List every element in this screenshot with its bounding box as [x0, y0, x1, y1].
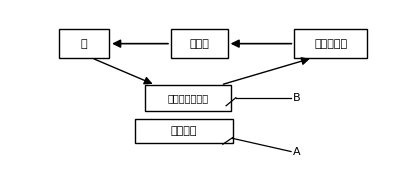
Text: 阻尼调节器: 阻尼调节器	[314, 39, 347, 49]
Bar	[171, 29, 228, 58]
Bar	[59, 29, 109, 58]
Text: 体表皮肤: 体表皮肤	[171, 126, 197, 136]
Bar	[145, 85, 231, 111]
Text: 流体剪切力装置: 流体剪切力装置	[167, 93, 209, 103]
Bar	[294, 29, 367, 58]
Text: 泵: 泵	[81, 39, 87, 49]
Text: B: B	[293, 93, 300, 103]
Bar	[135, 119, 233, 143]
Text: 储液室: 储液室	[189, 39, 209, 49]
Text: A: A	[293, 146, 300, 157]
